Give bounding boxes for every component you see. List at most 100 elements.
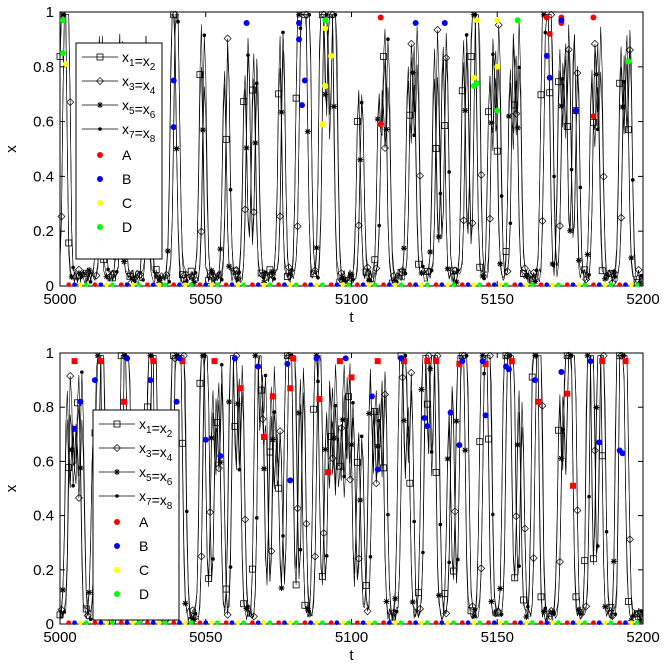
- series-marker: [316, 379, 320, 384]
- event-baseline-D: [83, 282, 89, 287]
- series-marker: [205, 277, 213, 284]
- series-marker: [322, 446, 329, 453]
- series-marker: [456, 557, 460, 562]
- event-point-C: [470, 74, 477, 81]
- event-baseline-D: [346, 620, 351, 625]
- event-point-B: [421, 415, 428, 422]
- series-marker: [298, 547, 303, 552]
- series-marker: [491, 52, 495, 57]
- series-markers-x7-eq-x8: [62, 12, 644, 284]
- series-marker: [324, 554, 329, 558]
- x-tick-label: 5100: [335, 629, 368, 646]
- series-marker: [176, 19, 180, 24]
- series-marker: [77, 270, 84, 277]
- legend-dot-D: [97, 224, 103, 230]
- event-point-D: [473, 80, 480, 87]
- series-marker: [537, 593, 545, 601]
- event-baseline-C: [576, 620, 582, 625]
- series-marker: [427, 365, 434, 372]
- event-baseline-B: [98, 282, 104, 287]
- legend-label-D: D: [122, 219, 132, 235]
- event-point-D: [322, 17, 329, 24]
- event-baseline-B: [150, 282, 156, 287]
- legend-label-x3-eq-x4: x3=x4: [139, 440, 173, 464]
- event-baseline-B: [623, 282, 628, 287]
- series-marker: [453, 418, 460, 425]
- series-marker: [269, 436, 276, 443]
- event-baseline-A: [591, 282, 596, 287]
- legend-label-C: C: [139, 562, 149, 578]
- series-marker: [514, 124, 521, 131]
- series-marker: [346, 475, 355, 484]
- event-point-A: [535, 398, 542, 405]
- series-marker: [278, 585, 285, 591]
- event-point-B: [77, 398, 84, 405]
- series-marker: [202, 33, 207, 37]
- event-baseline-C: [524, 620, 529, 625]
- legend-label-part: x: [122, 97, 129, 113]
- event-baseline-B: [229, 282, 235, 287]
- series-marker: [505, 113, 512, 120]
- series-marker: [208, 434, 215, 441]
- series-marker: [543, 30, 548, 35]
- legend-label-part: =x: [135, 77, 150, 93]
- legend-label-sub: 4: [150, 86, 156, 97]
- series-marker: [141, 278, 145, 282]
- series-marker: [558, 102, 565, 109]
- event-baseline-C: [209, 620, 214, 625]
- event-baseline-B: [150, 620, 156, 625]
- series-marker: [59, 586, 66, 593]
- legend-label-part: x: [122, 73, 129, 89]
- event-point-A: [599, 358, 606, 365]
- series-marker: [491, 512, 495, 517]
- event-series-A: [66, 355, 629, 625]
- event-point-A: [424, 358, 431, 365]
- event-point-B: [398, 355, 405, 362]
- event-baseline-D: [320, 620, 325, 625]
- legend-label-sub: 8: [167, 501, 173, 512]
- series-marker: [254, 516, 259, 520]
- series-marker: [296, 409, 303, 416]
- series-marker: [348, 441, 355, 448]
- event-point-B: [619, 450, 626, 457]
- series-marker: [263, 270, 268, 275]
- series-marker: [292, 581, 300, 589]
- event-point-B: [479, 358, 486, 365]
- series-marker: [217, 246, 224, 253]
- event-point-A: [348, 374, 355, 381]
- y-axis-label: x: [3, 145, 20, 153]
- event-point-A: [377, 14, 384, 21]
- event-series-B: [72, 17, 628, 287]
- legend-dot-C: [97, 200, 103, 206]
- series-marker: [534, 353, 539, 358]
- legend-label-part: =x: [152, 420, 167, 436]
- event-point-C: [473, 17, 480, 24]
- event-point-A: [508, 358, 515, 365]
- series-marker: [363, 607, 372, 616]
- series-marker: [193, 611, 198, 616]
- series-marker: [584, 352, 591, 359]
- event-point-B: [572, 107, 579, 114]
- event-baseline-C: [130, 620, 136, 625]
- event-baseline-D: [320, 282, 325, 287]
- series-marker: [272, 410, 277, 414]
- event-point-C: [494, 63, 501, 70]
- series-marker: [421, 264, 425, 269]
- series-marker: [418, 386, 425, 393]
- legend-label-part: x: [139, 440, 146, 456]
- event-baseline-D: [477, 620, 483, 625]
- event-baseline-C: [471, 620, 477, 625]
- legend-label-sub: 6: [150, 110, 156, 121]
- legend-label-part: =x: [135, 53, 150, 69]
- series-marker: [462, 447, 469, 454]
- event-baseline-D: [136, 620, 142, 625]
- series-marker: [74, 493, 83, 502]
- series-marker: [488, 598, 495, 605]
- event-baseline-D: [241, 282, 246, 287]
- series-marker: [252, 352, 259, 359]
- series-marker: [619, 103, 626, 110]
- event-baseline-B: [387, 620, 392, 625]
- event-point-B: [313, 355, 320, 362]
- event-point-A: [546, 30, 553, 37]
